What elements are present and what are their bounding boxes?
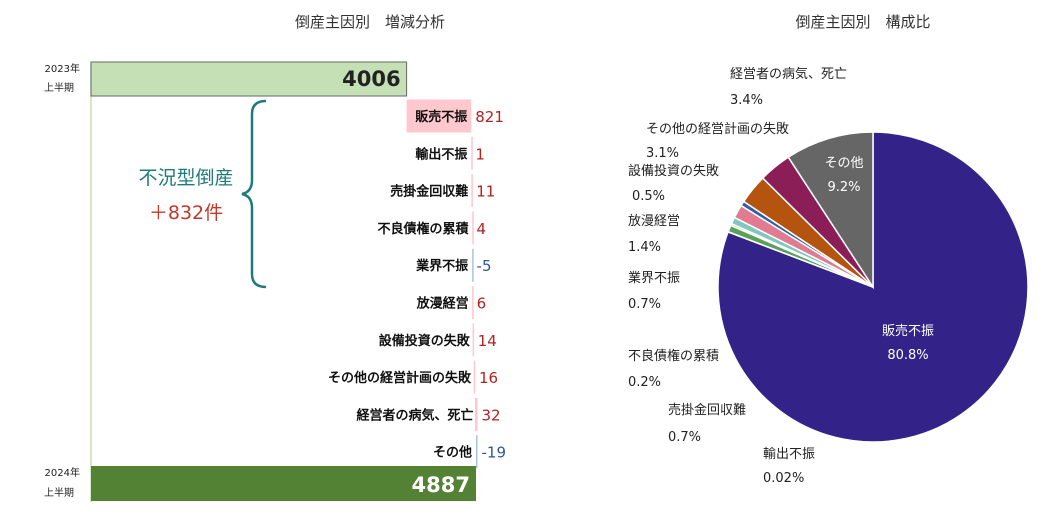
slice-label: 放漫経営 xyxy=(628,214,680,229)
change-bar xyxy=(471,136,473,170)
value-label: 32 xyxy=(481,406,500,424)
pie-slice xyxy=(787,131,874,290)
value-label: 4 xyxy=(477,220,487,238)
slice-percent: 0.5% xyxy=(632,189,665,204)
slice-percent: 0.7% xyxy=(628,297,661,312)
end-bar xyxy=(91,466,476,501)
value-label: -5 xyxy=(477,257,492,275)
slice-label: 不良債権の累積 xyxy=(628,348,719,364)
category-label: 販売不振 xyxy=(415,109,467,125)
change-bar xyxy=(472,286,474,319)
slice-label: その他 xyxy=(824,156,863,171)
slice-label: 設備投資の失敗 xyxy=(628,163,719,179)
value-label: 6 xyxy=(477,295,487,313)
start-label-half: 上半期 xyxy=(44,81,74,94)
value-label: 1 xyxy=(475,145,485,163)
slice-label: 売掛金回収難 xyxy=(668,402,746,418)
value-label: -19 xyxy=(481,444,506,462)
value-label: 14 xyxy=(478,332,497,350)
change-bar xyxy=(474,397,478,431)
slice-label: 販売不振 xyxy=(882,323,934,339)
slice-percent: 0.7% xyxy=(668,430,701,445)
bracket xyxy=(241,99,267,289)
category-label: 設備投資の失敗 xyxy=(379,333,471,349)
change-bar xyxy=(471,174,473,208)
slice-percent: 3.1% xyxy=(646,146,679,161)
value-label: 821 xyxy=(475,108,504,126)
slice-label: 経営者の病気、死亡 xyxy=(730,66,847,82)
start-value-label: 4006 xyxy=(342,67,400,91)
change-bar xyxy=(472,323,475,357)
category-label: その他 xyxy=(433,445,472,461)
slice-percent: 1.4% xyxy=(628,240,661,255)
category-label: 売掛金回収難 xyxy=(390,184,468,200)
end-label-half: 上半期 xyxy=(44,486,74,499)
change-bar xyxy=(473,360,476,394)
category-label: 放漫経営 xyxy=(416,296,469,312)
slice-percent: 0.02% xyxy=(763,471,804,486)
start-label-year: 2023年 xyxy=(45,62,80,75)
change-bar xyxy=(472,248,474,282)
category-label: 不良債権の累積 xyxy=(378,221,470,237)
slice-label: 輸出不振 xyxy=(763,447,815,462)
start-bar xyxy=(90,61,408,97)
chart-title: 倒産主因別 構成比 xyxy=(795,13,930,31)
slice-percent: 9.2% xyxy=(827,180,860,195)
end-value-label: 4887 xyxy=(412,473,470,497)
value-label: 16 xyxy=(479,369,498,387)
category-label: 業界不振 xyxy=(415,258,468,274)
change-bar xyxy=(476,435,478,469)
slice-label: 業界不振 xyxy=(628,270,680,286)
change-bar xyxy=(406,99,472,133)
slice-percent: 3.4% xyxy=(730,93,763,108)
category-label: 経営者の病気、死亡 xyxy=(356,407,473,423)
end-label-year: 2024年 xyxy=(45,466,80,479)
change-bar xyxy=(472,211,474,245)
slice-percent: 80.8% xyxy=(887,348,928,363)
value-label: 11 xyxy=(476,183,495,201)
bracket-label-total: ＋832件 xyxy=(149,202,223,224)
chart-title: 倒産主因別 増減分析 xyxy=(295,13,445,31)
slice-percent: 0.2% xyxy=(628,375,661,390)
category-label: 輸出不振 xyxy=(415,146,467,162)
slice-label: その他の経営計画の失敗 xyxy=(646,121,789,137)
category-label: その他の経営計画の失敗 xyxy=(328,370,472,386)
bracket-label-category: 不況型倒産 xyxy=(138,167,233,189)
